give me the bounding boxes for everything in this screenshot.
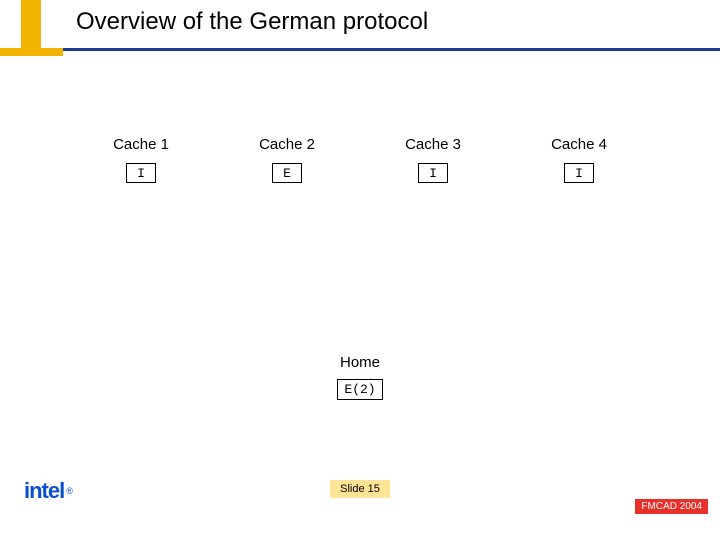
cache-column: Cache 4 I [543, 136, 615, 183]
cache-column: Cache 3 I [397, 136, 469, 183]
conference-badge: FMCAD 2004 [635, 499, 708, 514]
cache-column: Cache 2 E [251, 136, 323, 183]
header-line [0, 48, 720, 51]
cache-state-box: E [272, 163, 302, 183]
slide: Overview of the German protocol Cache 1 … [0, 0, 720, 540]
home-label: Home [340, 354, 380, 371]
slide-title: Overview of the German protocol [76, 8, 428, 36]
cache-state-box: I [126, 163, 156, 183]
cache-label: Cache 1 [113, 136, 169, 153]
cache-column: Cache 1 I [105, 136, 177, 183]
home-area: Home E(2) [0, 354, 720, 400]
cache-label: Cache 4 [551, 136, 607, 153]
logo-registered-icon: ® [66, 486, 73, 496]
cache-label: Cache 3 [405, 136, 461, 153]
cache-label: Cache 2 [259, 136, 315, 153]
slide-header: Overview of the German protocol [0, 0, 720, 52]
caches-row: Cache 1 I Cache 2 E Cache 3 I Cache 4 I [0, 136, 720, 183]
header-mark-vertical [21, 0, 41, 48]
cache-state-box: I [564, 163, 594, 183]
logo-text: intel [24, 478, 64, 504]
cache-state-box: I [418, 163, 448, 183]
intel-logo: intel ® [24, 478, 73, 504]
slide-number-badge: Slide 15 [330, 480, 390, 498]
header-mark-horizontal [0, 48, 63, 56]
home-state-box: E(2) [337, 379, 382, 400]
